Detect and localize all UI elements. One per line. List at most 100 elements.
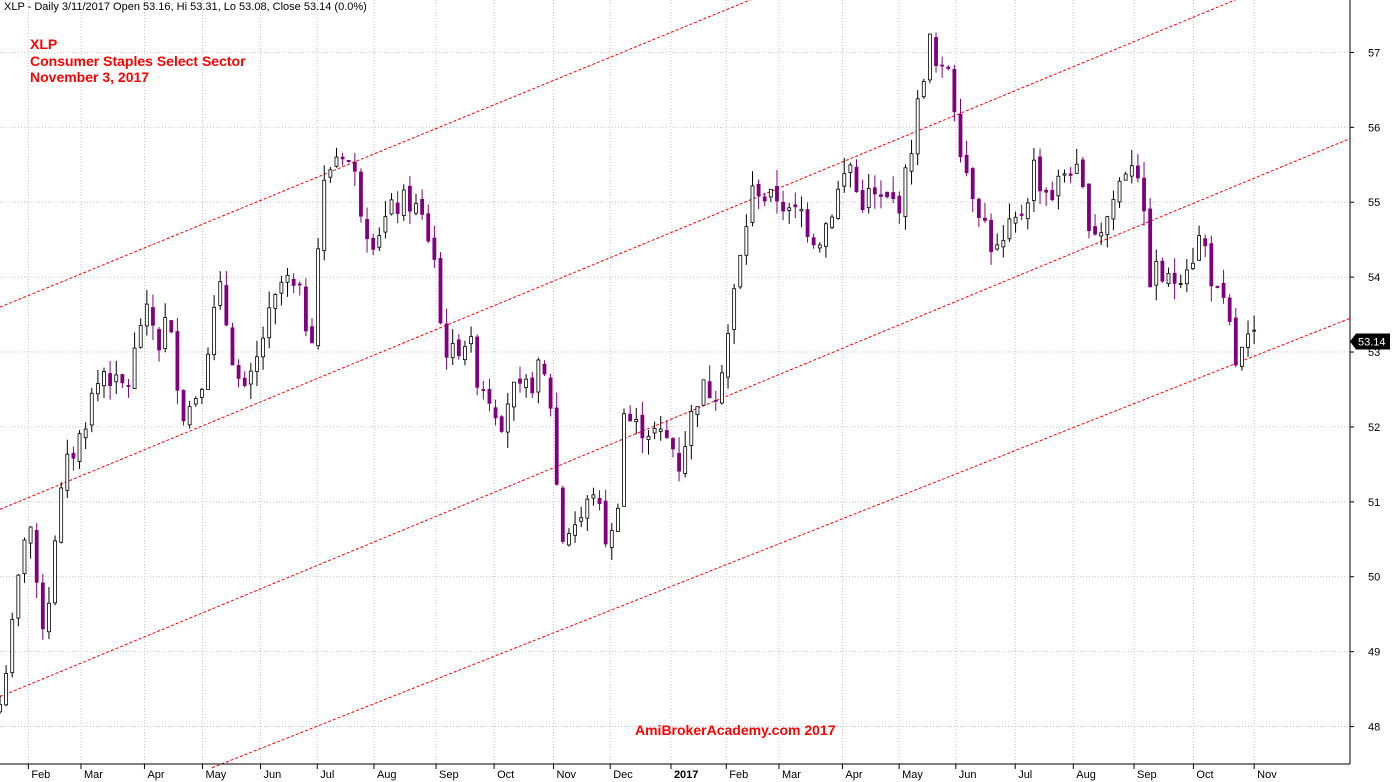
candle-body [707,381,712,399]
candle-body [322,179,327,251]
candle-body [952,68,957,113]
candle-body [928,33,932,81]
candle-body [1209,243,1214,287]
annotation-date: November 3, 2017 [30,69,150,85]
x-tick-label: Feb [729,769,748,781]
candle-body [1154,261,1159,286]
candle-body [365,219,369,240]
candle-body [695,406,700,416]
candle-body [567,533,571,546]
candle-body [346,159,351,163]
x-tick-label: Aug [1076,769,1096,781]
candle-body [530,377,535,394]
candle-body [817,244,822,249]
candle-body [432,237,437,260]
candle-body [328,169,333,178]
candle-body [352,161,357,172]
candle-body [915,98,920,155]
candle-body [77,433,82,462]
candle-body [47,602,51,633]
x-tick-label: Oct [1196,769,1213,781]
x-tick-label: Jun [959,769,977,781]
candle-body [554,407,559,485]
candle-body [1203,238,1208,247]
x-tick-label: Mar [782,769,801,781]
annotation-symbol: XLP [30,36,58,52]
candle-body [187,406,192,426]
candlestick-series [0,32,1257,714]
chart-grid [0,0,1350,764]
candle-body [854,166,859,193]
candle-body [401,189,406,216]
candle-body [212,306,217,356]
candle-body [1001,239,1006,248]
y-tick-label: 49 [1368,647,1380,659]
candle-body [371,237,376,250]
candle-body [573,524,577,536]
candle-body [291,278,296,286]
y-tick-label: 54 [1368,272,1380,284]
candle-body [487,389,492,404]
candle-body [414,203,418,214]
candle-body [303,286,308,332]
candle-body [444,323,449,358]
y-tick-label: 52 [1368,422,1380,434]
candle-body [10,619,15,674]
candle-body [560,487,565,542]
candle-body [493,407,498,419]
candle-body [383,216,388,233]
candle-body [255,356,259,372]
candle-body [738,254,743,288]
y-tick-label: 57 [1368,47,1380,59]
candle-body [524,378,529,388]
candle-body [683,446,688,474]
candle-body [206,353,210,390]
candle-body [603,500,608,545]
x-tick-label: Jul [320,769,334,781]
candle-body [4,673,9,706]
candle-body [958,113,963,158]
candle-body [224,285,229,326]
candle-body [273,294,278,309]
candle-body [921,81,926,98]
candle-body [940,64,945,67]
candle-body [261,337,265,358]
candle-body [1227,297,1232,322]
candle-body [1172,272,1177,284]
candle-body [407,185,412,212]
candle-body [0,703,2,713]
candle-body [1099,232,1104,237]
candle-body [163,317,168,349]
candle-body [677,452,681,472]
candle-body [579,517,584,522]
candle-body [787,207,792,211]
candle-body [744,226,749,256]
candle-body [1013,216,1018,224]
y-axis: 48 49 50 51 52 53 54 55 56 57 [1349,0,1380,764]
candle-body [199,388,204,398]
y-tick-label: 53 [1368,347,1380,359]
candle-body [395,202,400,214]
candle-body [499,416,504,432]
last-price-tag: 53.14 [1350,333,1390,350]
candle-body [511,381,516,408]
candle-body [1019,213,1024,216]
candle-body [193,398,198,405]
candle-body [267,307,272,339]
candle-body [762,196,767,202]
candle-body [811,237,816,246]
candle-body [591,494,596,499]
candle-body [1184,269,1189,285]
candle-body [671,438,675,450]
x-tick-label: 2017 [674,769,698,781]
candle-body [1252,329,1257,332]
candle-body [701,379,706,406]
candle-body [151,307,155,326]
candle-body [463,346,467,361]
candle-body [658,428,663,432]
channel-line [0,0,752,308]
candle-body [340,156,345,160]
candle-body [640,414,645,439]
y-tick-label: 51 [1368,497,1380,509]
x-tick-label: Mar [84,769,103,781]
